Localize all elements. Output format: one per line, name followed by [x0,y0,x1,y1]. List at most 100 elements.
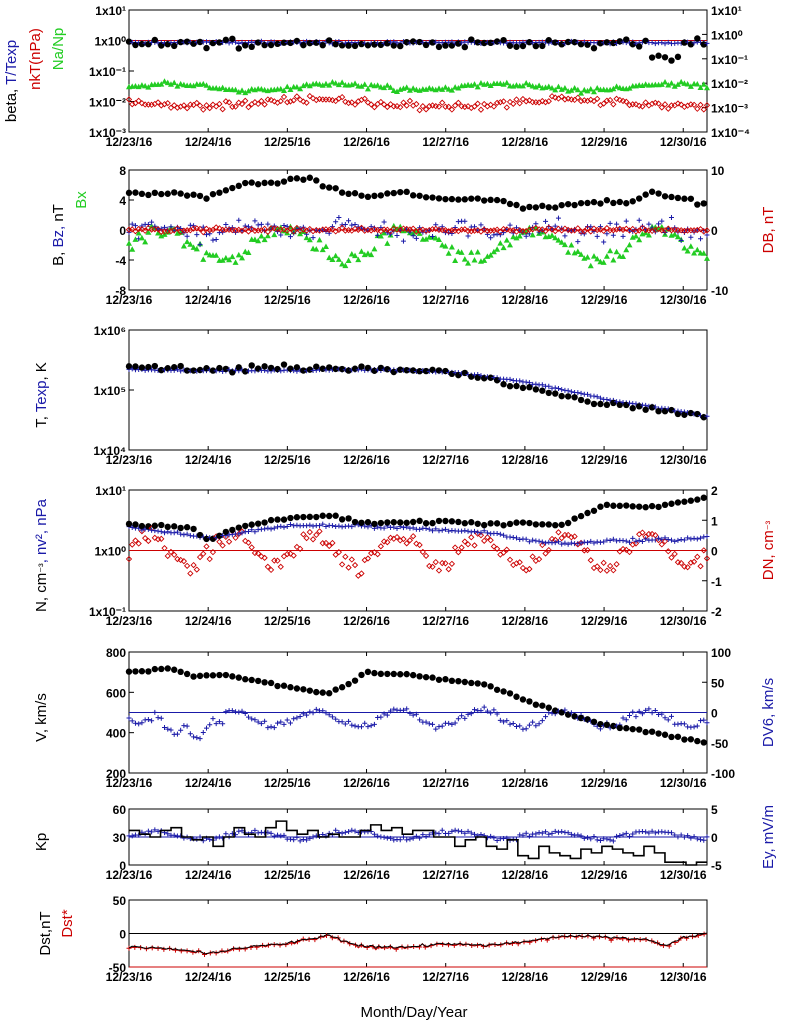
b-point [261,179,268,187]
nkt-point [284,99,291,106]
ey-point [546,831,552,837]
n-point [455,518,462,526]
na-np-point [442,84,449,90]
na-np-point [474,83,481,90]
na-np-point [552,86,559,93]
n-point [177,524,184,532]
y-tick-label-right: 1x10¹ [711,4,742,18]
bz-point [639,223,645,229]
bx-point [329,256,336,262]
dv6-point [239,708,245,714]
nv2-point [281,524,287,530]
nkt-point [174,104,181,111]
bx-point [632,233,639,239]
bz-point [236,217,242,223]
bz-point [665,226,671,232]
nkt-point [610,101,617,108]
ey-point [165,831,171,837]
dv6-point [520,726,526,732]
nkt-point [235,99,242,106]
nkt-point [129,101,136,108]
v-point [145,668,152,675]
na-np-point [503,79,510,86]
t-point [280,361,288,368]
nkt-point [219,106,226,113]
beta-point [145,41,152,48]
bx-point [494,246,501,252]
nv2-point [678,536,684,542]
bz-point [239,228,245,234]
dn-point [606,562,614,570]
y-tick-label-right: 1x10⁻¹ [711,53,748,67]
y-tick-label-left: 1x10⁶ [94,324,126,338]
v-point [532,701,540,708]
texp-point [591,393,597,399]
y-tick-label-right: -5 [711,859,722,873]
dv6-point [681,721,687,727]
ey-point [459,829,465,835]
bz-point [681,230,687,236]
nv2-point [530,537,536,543]
n-point [164,523,171,531]
texp-ratio-point [662,41,668,47]
db-point [493,226,501,233]
nv2-point [294,522,300,528]
bz-point [200,224,206,230]
v-point [326,690,333,697]
db-point [358,224,365,232]
b-point [326,184,333,191]
t-point [616,401,624,409]
bx-point [552,234,559,241]
texp-ratio-point [459,40,465,46]
bz-point [346,218,352,224]
ylabel-temp-part-0: T, [33,412,50,428]
db-point [297,227,304,234]
bx-point [342,262,349,269]
dn-point [142,535,149,542]
n-point [429,519,436,527]
nkt-point [338,93,346,101]
x-tick-label: 12/23/16 [106,868,153,882]
b-point [687,195,695,202]
bx-point [300,228,307,234]
n-point [338,516,346,523]
dv6-point [562,707,568,713]
dv6-point [255,719,261,725]
dn-point [468,534,475,541]
bz-point [187,222,193,228]
beta-point [319,42,326,49]
dv6-point [423,719,429,725]
y-tick-label-left: 0 [119,224,126,238]
b-point [397,188,404,196]
v-point [384,670,391,678]
v-point [319,689,326,696]
db-point [280,226,288,233]
ey-point [413,833,419,839]
dv6-point [652,708,658,714]
x-tick-label: 12/30/16 [660,868,707,882]
x-tick-label: 12/27/16 [422,453,469,467]
b-point [461,196,469,203]
nkt-point [690,101,698,108]
bx-point [468,249,475,255]
ey-point [339,830,345,836]
dv6-point [627,712,633,718]
b-point [545,204,552,211]
dv6-point [491,707,497,713]
t-point [461,369,469,377]
na-np-point [335,81,342,88]
b-point [190,191,197,198]
panel-frames [128,9,708,968]
dn-point [225,538,233,545]
nkt-point [474,100,481,107]
nkt-point [216,100,223,108]
db-point [461,226,468,233]
na-np-point [671,83,678,89]
bx-point [584,254,591,260]
b-point [177,190,184,197]
dn-point [526,565,533,573]
na-np-point [287,86,294,93]
texp-point [555,386,561,392]
nkt-point [154,99,162,106]
nkt-point [545,98,552,105]
